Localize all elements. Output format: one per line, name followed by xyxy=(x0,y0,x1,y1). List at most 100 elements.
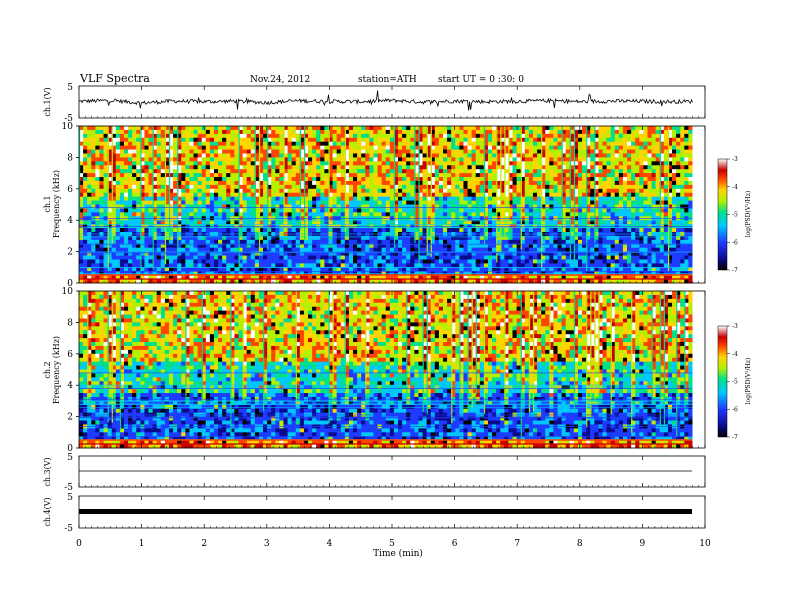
spectrogram-cell xyxy=(205,228,211,233)
spectrogram-cell xyxy=(107,220,113,225)
spectrogram-cell xyxy=(189,275,194,280)
spectrogram-cell xyxy=(348,275,354,280)
spectrogram-cell xyxy=(418,204,423,209)
spectrogram-cell xyxy=(455,204,460,209)
spectrogram-cell xyxy=(451,161,456,166)
spectrogram-cell xyxy=(213,220,219,225)
spectrogram-cell xyxy=(128,204,133,209)
spectrogram-cell xyxy=(361,188,366,194)
spectrogram-cell xyxy=(115,149,121,154)
spectrogram-cell xyxy=(209,275,215,280)
spectrogram-cell xyxy=(312,204,317,209)
spectrogram-cell xyxy=(83,267,88,272)
spectrogram-cell xyxy=(569,279,575,284)
spectrogram-cell xyxy=(222,200,227,205)
spectrogram-cell xyxy=(344,126,350,131)
ch1-waveform-frame xyxy=(78,85,706,119)
spectrogram-cell xyxy=(258,129,264,135)
spectrogram-cell xyxy=(144,149,149,154)
spectrogram-cell xyxy=(353,129,358,135)
spectrogram-cell xyxy=(508,145,513,150)
spectrogram-cell xyxy=(553,141,558,147)
spectrogram-cell xyxy=(528,126,534,131)
spectrogram-cell xyxy=(185,133,190,139)
spectrogram-cell xyxy=(463,235,468,241)
spectrogram-cell xyxy=(160,263,166,268)
spectrogram-cell xyxy=(398,177,403,182)
spectrogram-cell xyxy=(369,126,374,131)
spectrogram-cell xyxy=(434,212,440,217)
spectrogram-cell xyxy=(336,196,342,201)
spectrogram-cell xyxy=(287,220,293,225)
spectrogram-cell xyxy=(508,200,513,205)
spectrogram-cell xyxy=(381,126,387,131)
spectrogram-cell xyxy=(320,275,325,280)
spectrogram-cell xyxy=(328,137,333,143)
spectrogram-cell xyxy=(132,243,137,249)
spectrogram-cell xyxy=(414,204,419,209)
spectrogram-cell xyxy=(279,180,284,186)
spectrogram-cell xyxy=(377,255,383,260)
spectrogram-cell xyxy=(545,235,550,241)
sferic-streak xyxy=(344,126,347,232)
spectrogram-cell xyxy=(328,141,333,147)
spectrogram-cell xyxy=(549,129,554,135)
station-label: station=ATH xyxy=(358,75,417,85)
spectrogram-cell xyxy=(532,180,538,186)
spectrogram-cell xyxy=(254,165,260,170)
spectrogram-cell xyxy=(197,279,203,284)
spectrogram-cell xyxy=(168,165,174,170)
spectrogram-cell xyxy=(377,184,383,190)
spectrogram-cell xyxy=(455,228,460,233)
spectrogram-cell xyxy=(504,133,509,139)
spectrogram-cell xyxy=(201,263,207,268)
spectrogram-cell xyxy=(414,188,419,194)
spectrogram-cell xyxy=(340,200,346,205)
spectrogram-cell xyxy=(508,247,513,253)
spectrogram-cell xyxy=(496,247,501,253)
spectrogram-cell xyxy=(402,173,407,178)
spectrogram-cell xyxy=(295,267,301,272)
spectrogram-cell xyxy=(107,212,113,217)
spectrogram-cell xyxy=(385,192,391,198)
spectrogram-cell xyxy=(316,192,321,198)
spectrogram-cell xyxy=(222,259,227,264)
spectrogram-cell xyxy=(520,263,526,268)
spectrogram-cell xyxy=(123,279,129,284)
spectrogram-cell xyxy=(168,180,174,186)
spectrogram-cell xyxy=(569,263,575,268)
spectrogram-cell xyxy=(369,279,374,284)
spectrogram-cell xyxy=(516,247,522,253)
spectrogram-cell xyxy=(385,161,391,166)
spectrogram-cell xyxy=(156,239,162,245)
spectrogram-cell xyxy=(504,141,509,147)
spectrogram-cell xyxy=(103,263,109,268)
spectrogram-cell xyxy=(218,220,223,225)
spectrogram-cell xyxy=(377,157,383,162)
spectrogram-cell xyxy=(541,259,546,264)
spectrogram-cell xyxy=(291,180,297,186)
spectrogram-cell xyxy=(189,235,194,241)
spectrogram-cell xyxy=(177,165,182,170)
spectrogram-cell xyxy=(238,157,243,162)
spectrogram-cell xyxy=(83,169,88,174)
spectrogram-cell xyxy=(512,169,518,174)
spectrogram-cell xyxy=(209,145,215,150)
spectrogram-cell xyxy=(177,247,182,253)
spectrogram-cell xyxy=(299,177,305,182)
spectrogram-cell xyxy=(418,212,423,217)
spectrogram-cell xyxy=(459,137,464,143)
spectrogram-cell xyxy=(185,137,190,143)
spectrogram-cell xyxy=(332,129,338,135)
spectrogram-cell xyxy=(573,279,579,284)
spectrogram-cell xyxy=(119,255,125,260)
spectrogram-cell xyxy=(479,153,485,158)
spectrogram-cell xyxy=(99,243,104,249)
spectrogram-cell xyxy=(189,149,194,154)
spectrogram-cell xyxy=(508,129,513,135)
spectrogram-cell xyxy=(128,196,133,201)
spectrogram-cell xyxy=(537,200,542,205)
spectrogram-cell xyxy=(299,141,305,147)
spectrogram-cell xyxy=(111,208,117,213)
